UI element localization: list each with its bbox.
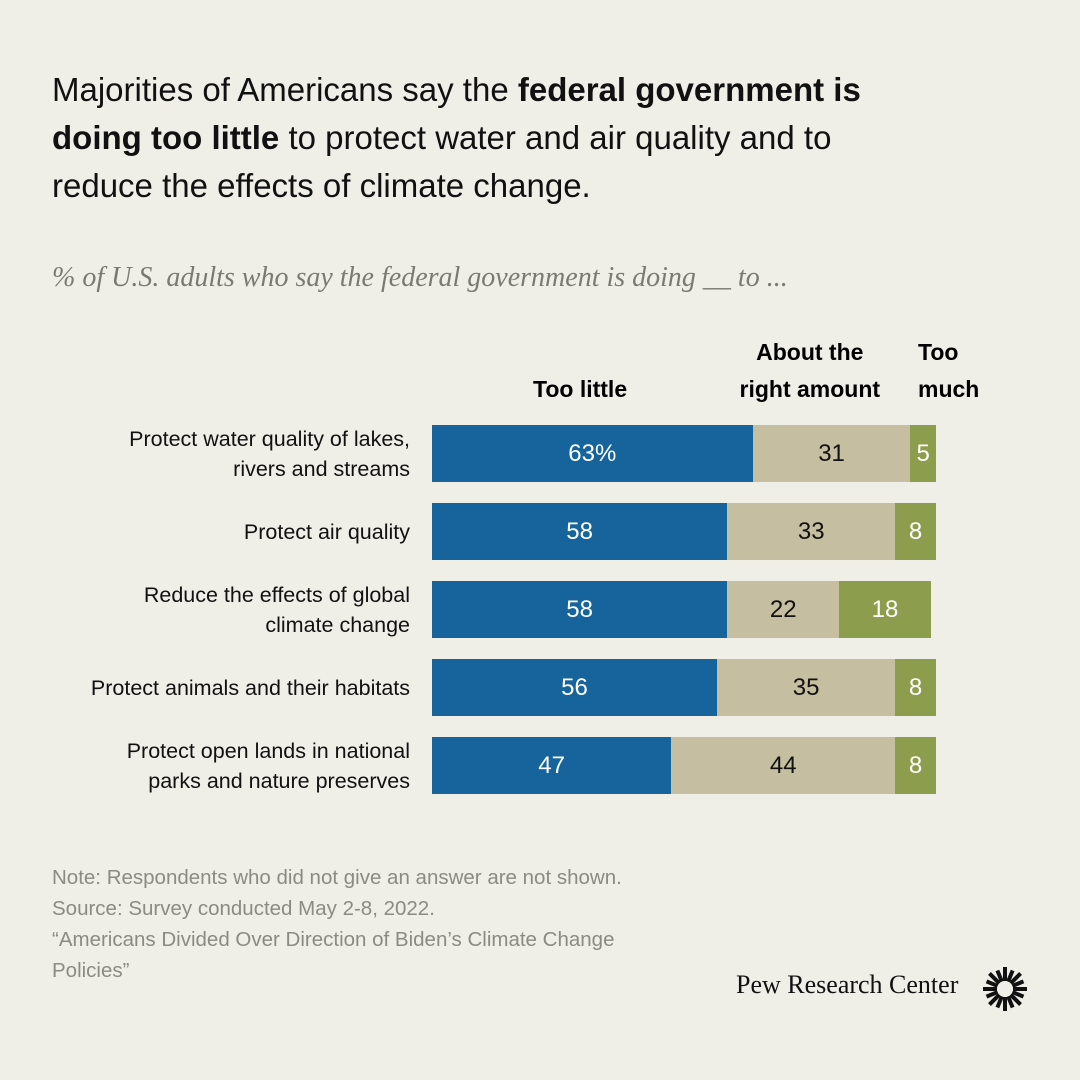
logo-ray [985,979,999,988]
bar-segment: 8 [895,503,936,560]
bar-segment: 44 [671,737,896,794]
bar-segment: 63% [432,425,753,482]
logo-ray [1011,979,1025,988]
bar-segment: 8 [895,659,936,716]
data-label: 58 [566,595,593,623]
chart-title: Majorities of Americans say the federal … [52,66,932,210]
bar-segment: 18 [839,581,931,638]
data-label: 8 [908,673,923,701]
data-label: 8 [908,517,923,545]
data-label: 63% [568,439,617,467]
bar-segment: 47 [432,737,672,794]
bar-segment: 35 [717,659,896,716]
logo-ray [988,993,1001,1006]
note: Source: Survey conducted May 2-8, 2022. [52,897,435,920]
bar-segment: 58 [432,581,728,638]
bar-segment: 8 [895,737,936,794]
logo-ray [1011,990,1025,999]
bar-segment: 22 [727,581,840,638]
data-label: 47 [538,751,565,779]
bar-segment: 56 [432,659,718,716]
title-run: to protect water and air quality and to … [52,119,832,204]
title-run: federal government is doing too little [52,71,861,156]
legend-label: Too little [533,376,628,402]
logo-ray [1009,993,1022,1006]
chart-subtitle: % of U.S. adults who say the federal gov… [52,262,788,293]
note: Note: Respondents who did not give an an… [52,866,622,889]
data-label: 5 [916,439,930,467]
legend-label: Too much [918,339,980,402]
category-label: Protect open lands in national parks and… [126,738,410,793]
note: “Americans Divided Over Direction of Bid… [52,928,615,982]
logo-ray [1006,969,1015,983]
bar-segment: 31 [752,425,911,482]
legend-label: About the right amount [739,339,881,402]
bar-segment: 33 [727,503,896,560]
data-label: 33 [797,517,825,545]
data-label: 18 [871,595,899,623]
logo-ray [985,990,999,999]
logo-ray [1006,995,1015,1009]
logo-ray [988,972,1001,985]
category-label: Protect animals and their habitats [90,675,410,700]
data-label: 58 [566,517,593,545]
data-label: 56 [561,673,588,701]
data-label: 35 [792,673,820,701]
logo-ray [995,969,1004,983]
bar-segment: 5 [910,425,936,482]
data-label: 31 [818,439,845,467]
data-label: 8 [908,751,923,779]
category-label: Protect water quality of lakes, rivers a… [129,426,410,481]
title-run: Majorities of Americans say the [52,71,518,108]
logo-ray [995,995,1004,1009]
logo-ray [1009,972,1022,985]
notes: Note: Respondents who did not give an an… [52,862,622,986]
bar-segment: 58 [432,503,728,560]
data-label: 22 [769,595,797,623]
data-label: 44 [769,751,797,779]
logo-text: Pew Research Center [736,970,959,999]
category-label: Protect air quality [243,519,410,544]
category-label: Reduce the effects of global climate cha… [143,582,410,637]
logo-icon [983,967,1027,1011]
